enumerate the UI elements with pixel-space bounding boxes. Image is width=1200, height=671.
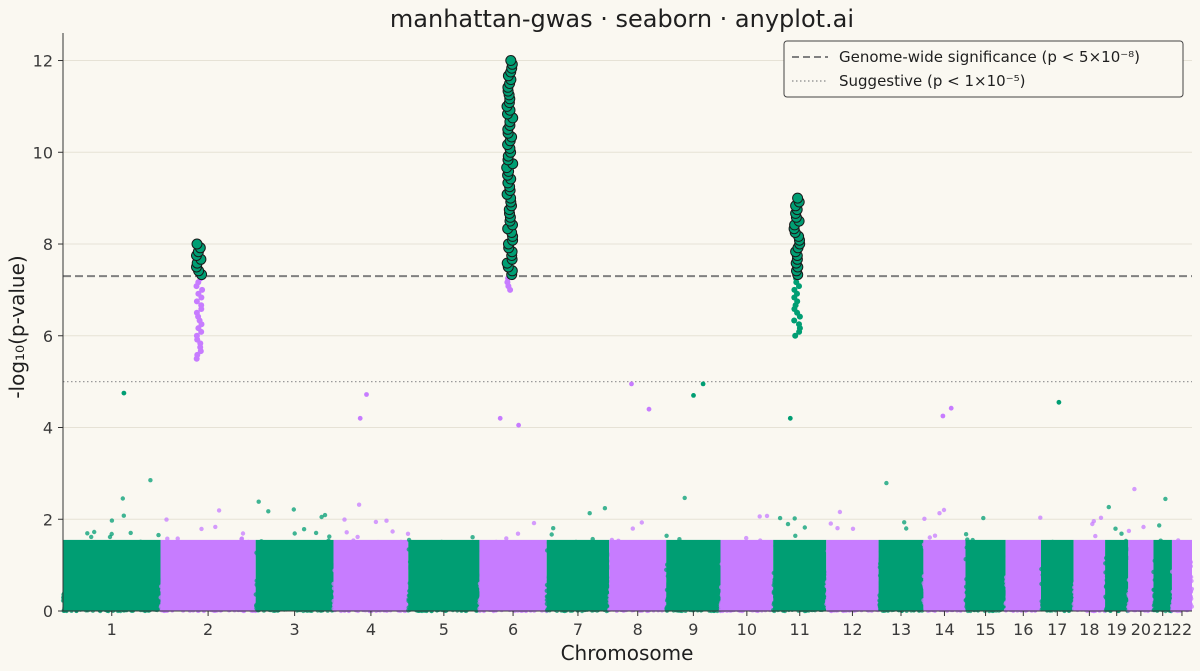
data-point [175,536,180,541]
data-point [240,531,246,536]
data-point [835,526,840,531]
data-point [630,526,635,531]
data-point [301,527,307,532]
data-point [213,524,218,530]
data-point [85,531,90,536]
data-point [109,518,115,523]
data-point [291,507,296,512]
data-point [292,531,297,536]
data-point [266,509,271,514]
data-point [793,533,798,538]
dense-point-band [255,539,334,611]
data-point [764,513,770,519]
data-point [405,531,411,536]
data-point [356,502,362,507]
data-point [792,516,797,521]
chart-title: manhattan-gwas · seaborn · anyplot.ai [390,5,854,33]
dense-point-band [773,539,827,611]
data-point [531,520,537,526]
data-point [256,499,261,504]
data-point [390,529,395,534]
data-point [121,513,127,518]
data-point [216,508,222,513]
data-point [342,517,347,522]
data-point [165,536,170,541]
data-point [639,520,644,525]
data-point [551,526,556,531]
data-point [373,519,379,525]
data-point [199,526,204,532]
data-point [744,535,749,541]
dense-point-band [720,539,774,611]
dense-point-band [479,539,547,611]
data-point [313,530,319,536]
data-point [470,535,475,540]
data-point [319,514,324,520]
dense-point-band [408,539,480,611]
data-point [92,529,97,535]
data-point [828,521,833,526]
dense-point-band [609,539,667,611]
data-point [120,496,126,501]
data-points [60,275,1195,614]
data-point [384,518,389,523]
data-point [837,509,843,515]
data-point [549,532,554,537]
grid [63,60,1192,520]
data-point [89,534,94,540]
data-point [850,526,856,531]
data-point [682,495,687,501]
data-point [109,531,114,537]
data-point [344,530,349,535]
data-point [327,534,332,539]
data-point [355,534,360,540]
data-point [777,515,783,521]
dense-point-band [63,539,161,611]
data-point [148,478,153,483]
data-point [587,511,592,516]
data-point [785,521,791,527]
data-point [602,506,608,511]
dense-point-band [546,539,610,611]
threshold-lines [63,275,1192,383]
dense-point-band [333,539,409,611]
data-point [128,530,133,536]
dense-point-band [666,539,721,611]
data-point [664,533,669,538]
dense-point-band [160,539,256,611]
data-point [515,531,521,536]
data-point [156,532,161,538]
data-point [757,514,762,519]
data-point [802,525,807,530]
data-point [164,517,169,522]
